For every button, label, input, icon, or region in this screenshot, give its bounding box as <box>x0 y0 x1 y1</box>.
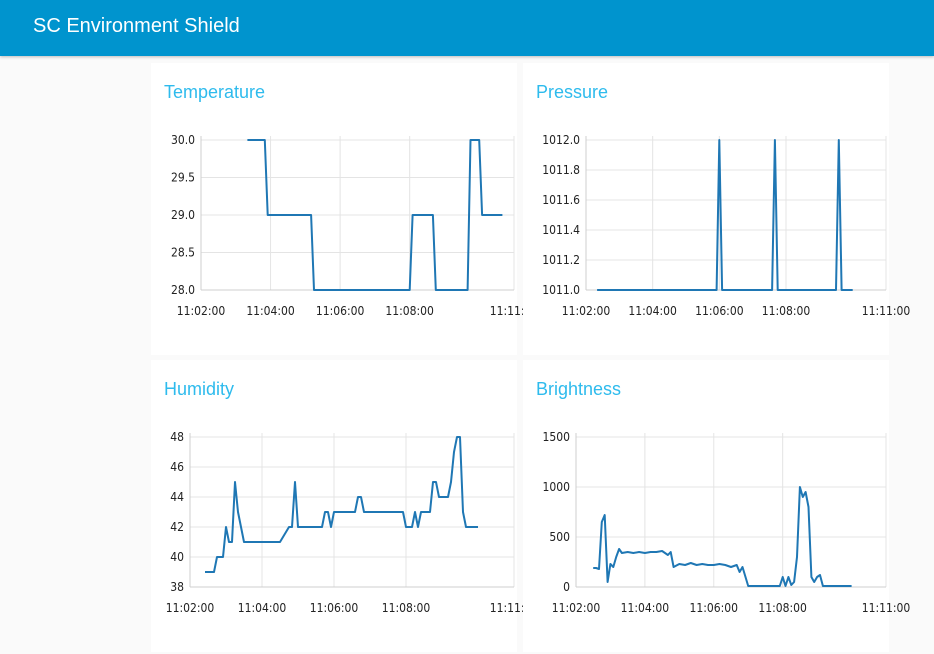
x-tick-label: 11:02:00 <box>166 601 215 615</box>
y-tick-label: 28.0 <box>171 283 195 297</box>
x-tick-label: 11:04:00 <box>628 304 677 318</box>
y-tick-label: 1011.4 <box>542 223 580 237</box>
temperature-card: Temperature 28.0 28.5 29.0 29.5 30.0 11:02:00… <box>151 63 538 355</box>
x-tick-label: 11:06:00 <box>316 304 365 318</box>
x-tick-label: 11:04:00 <box>246 304 295 318</box>
brightness-card: Brightness 0 500 1000 1500 11:02:00 11:04:00 1… <box>523 360 911 652</box>
x-tick-label: 11:04:00 <box>621 601 670 615</box>
x-tick-label: 11:11:00 <box>862 304 911 318</box>
y-tick-label: 28.5 <box>171 246 195 260</box>
y-tick-label: 40 <box>170 550 184 564</box>
x-tick-label: 11:02:00 <box>552 601 601 615</box>
y-tick-label: 46 <box>170 460 184 474</box>
brightness-title: Brightness <box>536 379 622 399</box>
humidity-title: Humidity <box>164 379 235 399</box>
y-tick-label: 29.5 <box>171 171 195 185</box>
y-tick-label: 30.0 <box>171 133 195 147</box>
temperature-series-line <box>247 139 503 291</box>
x-tick-label: 11:06:00 <box>695 304 744 318</box>
pressure-chart: 1011.0 1011.2 1011.4 1011.6 1011.8 1012.0 11:0… <box>542 133 910 318</box>
grid-lines <box>575 433 887 588</box>
x-tick-label: 11:11:00 <box>862 601 911 615</box>
x-tick-label: 11:08:00 <box>385 304 434 318</box>
humidity-card: Humidity 38 40 42 44 46 48 11:02:00 11:04:00 11:… <box>151 360 539 652</box>
x-tick-label: 11:04:00 <box>238 601 287 615</box>
y-tick-label: 44 <box>170 490 184 504</box>
pressure-title: Pressure <box>536 82 609 102</box>
x-tick-label: 11:06:00 <box>690 601 739 615</box>
humidity-series-line <box>205 436 478 573</box>
x-tick-label: 11:08:00 <box>762 304 811 318</box>
y-tick-label: 38 <box>170 580 184 594</box>
app-title: SC Environment Shield <box>33 15 240 37</box>
y-tick-label: 29.0 <box>171 208 195 222</box>
x-tick-label: 11:02:00 <box>177 304 226 318</box>
x-tick-label: 11:08:00 <box>758 601 807 615</box>
brightness-series-line <box>593 486 852 587</box>
pressure-series-line <box>597 139 853 291</box>
temperature-chart: 28.0 28.5 29.0 29.5 30.0 11:02:00 11:04:00 11:0… <box>171 133 538 318</box>
y-tick-label: 1011.2 <box>542 253 580 267</box>
temperature-title: Temperature <box>164 82 266 102</box>
pressure-card: Pressure 1011.0 1011.2 1011.4 1011.6 1011.8 1… <box>523 63 910 355</box>
y-tick-label: 0 <box>563 580 570 594</box>
y-tick-label: 1000 <box>543 480 571 494</box>
app-header: SC Environment Shield <box>0 0 934 56</box>
y-tick-label: 1011.6 <box>542 193 580 207</box>
brightness-chart: 0 500 1000 1500 11:02:00 11:04:00 11:06:00 11:0… <box>543 430 911 615</box>
x-tick-label: 11:08:00 <box>382 601 431 615</box>
x-tick-label: 11:02:00 <box>562 304 611 318</box>
y-tick-label: 48 <box>170 430 184 444</box>
y-tick-label: 1500 <box>543 430 571 444</box>
y-tick-label: 500 <box>549 530 570 544</box>
y-tick-label: 1012.0 <box>542 133 580 147</box>
y-tick-label: 1011.0 <box>542 283 580 297</box>
humidity-chart: 38 40 42 44 46 48 11:02:00 11:04:00 11:06:00 11:0… <box>166 430 539 615</box>
x-tick-label: 11:06:00 <box>310 601 359 615</box>
y-tick-label: 1011.8 <box>542 163 580 177</box>
y-tick-label: 42 <box>170 520 184 534</box>
